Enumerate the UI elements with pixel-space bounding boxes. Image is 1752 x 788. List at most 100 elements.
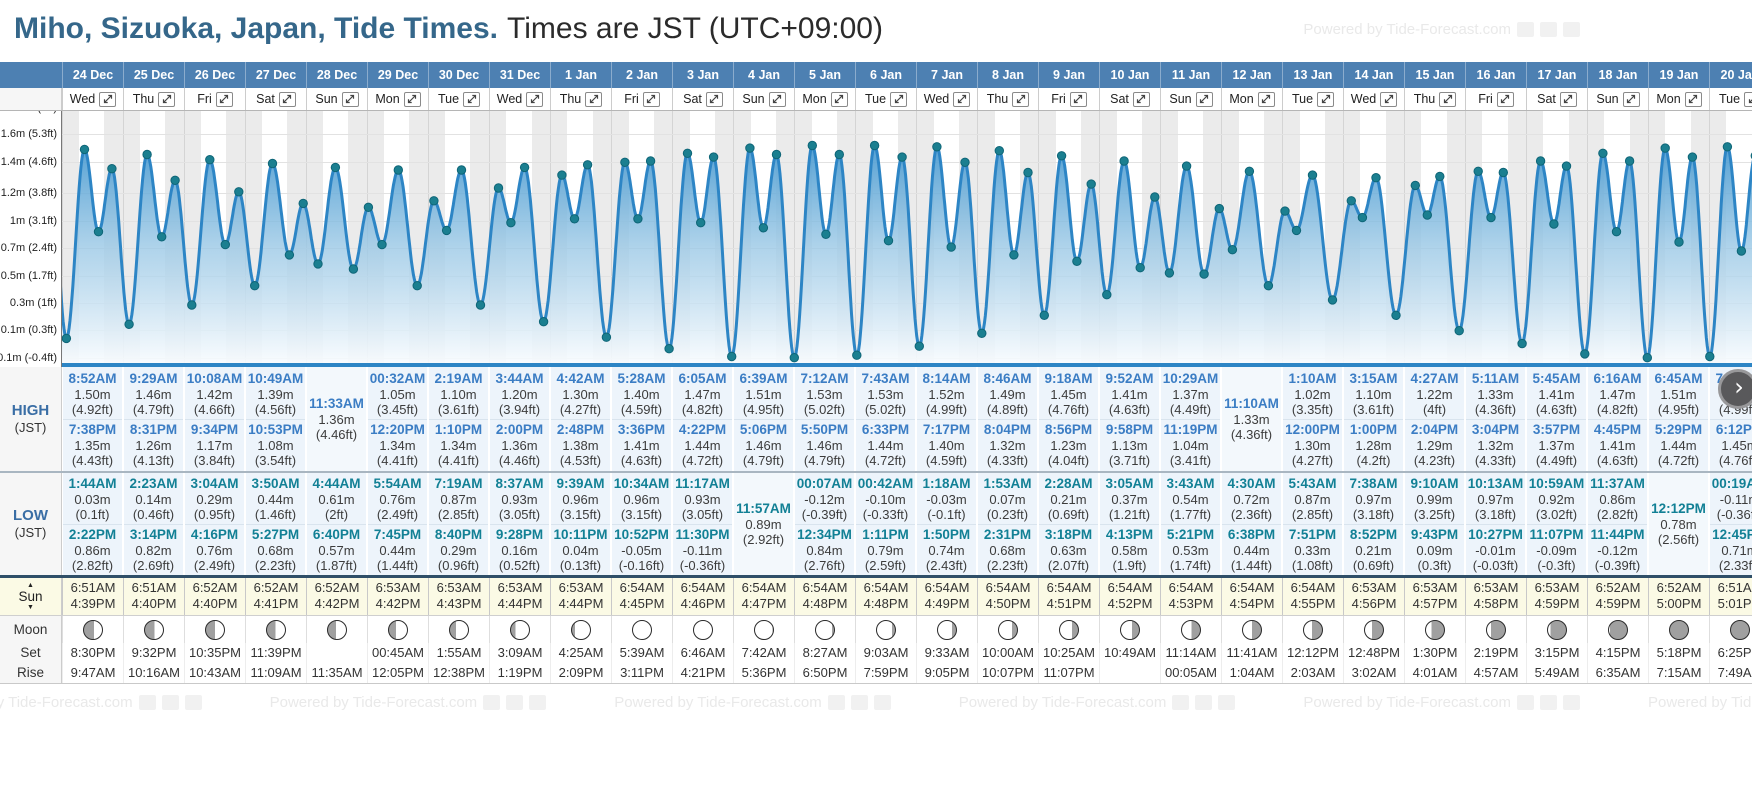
tide-extreme-dot (1561, 161, 1572, 171)
expand-icon (1321, 94, 1330, 104)
tide-height-ft: (4.33ft) (986, 452, 1029, 468)
moonset-time: 10:25AM (1038, 643, 1099, 662)
expand-day-button[interactable] (158, 91, 176, 107)
day-boundary (916, 111, 917, 367)
tide-height-m: -0.05m (621, 542, 662, 558)
tide-height-ft: (-0.39ft) (1594, 557, 1641, 573)
expand-day-button[interactable] (1317, 91, 1335, 107)
tide-extreme-dot (789, 353, 799, 363)
expand-day-button[interactable] (215, 91, 233, 107)
expand-day-button[interactable] (1069, 91, 1087, 107)
tide-height-m: -0.09m (1536, 542, 1577, 558)
tide-height-ft: (-0.3ft) (1537, 557, 1576, 573)
tide-extreme-dot (1086, 179, 1096, 189)
expand-day-button[interactable] (341, 91, 359, 107)
low-tide-time: 11:37AM (1590, 475, 1645, 491)
tide-height-m: 0.44m (257, 491, 294, 507)
next-days-button[interactable]: › (1718, 369, 1752, 409)
expand-day-button[interactable] (403, 91, 421, 107)
expand-day-button[interactable] (585, 91, 603, 107)
expand-day-button[interactable] (1257, 91, 1275, 107)
low-tide-time: 6:40PM (312, 526, 361, 542)
expand-day-button[interactable] (1132, 91, 1150, 107)
expand-day-button[interactable] (830, 91, 848, 107)
tide-extreme-dot (682, 148, 693, 158)
expand-day-button[interactable] (1195, 91, 1213, 107)
expand-icon (162, 94, 171, 104)
low-tide-entry: 7:19AM 0.87m (2.85ft) (429, 476, 488, 522)
tide-height-ft: (1.74ft) (1169, 557, 1212, 573)
expand-day-button[interactable] (953, 91, 971, 107)
high-tide-time: 6:45AM (1654, 370, 1703, 386)
low-tide-time: 3:05AM (1105, 475, 1154, 491)
low-tide-cell: 1:44AM 0.03m (0.1ft) 2:22PM 0.86m (2.82ft) (63, 473, 122, 575)
sunrise-time: 6:54AM (1107, 580, 1153, 595)
day-cell: Fri (1038, 88, 1099, 110)
day-name: Tue (437, 92, 460, 106)
low-tide-entry: 3:14PM 0.82m (2.69ft) (124, 523, 183, 573)
expand-day-button[interactable] (642, 91, 660, 107)
high-tide-entry: 11:19PM 1.04m (3.41ft) (1161, 418, 1220, 468)
low-tide-entry: 5:21PM 0.53m (1.74ft) (1161, 523, 1220, 573)
expand-day-button[interactable] (705, 91, 723, 107)
tide-height-m: 0.33m (1294, 542, 1331, 558)
watermark-text: Powered by Tide-Forecast.com (614, 694, 822, 711)
expand-day-button[interactable] (1622, 91, 1640, 107)
high-tide-time: 6:39AM (739, 370, 788, 386)
date-header: 2 Jan (611, 62, 672, 88)
moonrise-time: 2:03AM (1282, 662, 1343, 683)
tide-height-m: 1.41m (623, 437, 660, 453)
expand-day-button[interactable] (890, 91, 908, 107)
low-tide-cell: 5:54AM 0.76m (2.49ft) 7:45PM 0.44m (1.44ft) (368, 473, 427, 575)
expand-day-button[interactable] (1380, 91, 1398, 107)
watermark: Powered by Tide-Forecast.com (0, 694, 202, 711)
expand-day-button[interactable] (1012, 91, 1030, 107)
tide-extreme-dot (914, 341, 924, 351)
expand-day-button[interactable] (1496, 91, 1514, 107)
expand-day-button[interactable] (278, 91, 296, 107)
tide-height-m: 0.89m (745, 517, 782, 532)
sun-times-cell: 6:54AM 4:54PM (1221, 578, 1282, 615)
expand-day-button[interactable] (526, 91, 544, 107)
expand-day-button[interactable] (1744, 91, 1752, 107)
high-tide-cell: 6:05AM 1.47m (4.82ft) 4:22PM 1.44m (4.72ft) (673, 367, 732, 471)
tide-height-ft: (4.36ft) (1230, 427, 1273, 442)
watermark: Powered by Tide-Forecast.com (270, 694, 547, 711)
sunset-time: 4:53PM (1168, 596, 1214, 611)
low-tide-entry: 11:44PM -0.12m (-0.39ft) (1588, 523, 1647, 573)
high-tide-time: 8:04PM (983, 421, 1032, 437)
tide-height-ft: (4.43ft) (71, 452, 114, 468)
expand-day-button[interactable] (1439, 91, 1457, 107)
high-tide-entry: 4:42AM 1.30m (4.27ft) (551, 371, 610, 417)
sunset-time: 4:48PM (863, 596, 909, 611)
tide-height-m: 0.87m (1294, 491, 1331, 507)
day-cell: Sun (1587, 88, 1648, 110)
sunset-time: 4:58PM (1473, 596, 1519, 611)
tide-height-ft: (-0.16ft) (618, 557, 665, 573)
high-tide-entry: 10:53PM 1.08m (3.54ft) (246, 418, 305, 468)
chart-baseline (62, 363, 1752, 367)
tide-height-m: 1.46m (135, 386, 172, 402)
tide-extreme-dot (645, 156, 656, 166)
expand-icon (1443, 94, 1452, 104)
day-name: Sat (1537, 92, 1556, 106)
tide-height-m: 0.74m (928, 542, 965, 558)
high-tide-cell: 9:29AM 1.46m (4.79ft) 8:31PM 1.26m (4.13ft) (124, 367, 183, 471)
sunrise-time: 6:51AM (1717, 580, 1752, 595)
expand-day-button[interactable] (463, 91, 481, 107)
expand-icon (220, 94, 229, 104)
high-tide-entry: 1:10PM 1.34m (4.41ft) (429, 418, 488, 468)
expand-icon (647, 94, 656, 104)
tide-extreme-dot (506, 218, 516, 228)
tide-height-ft: (1.08ft) (1291, 557, 1334, 573)
day-name: Sat (256, 92, 275, 106)
tide-extreme-dot (771, 149, 782, 160)
sunset-time: 4:54PM (1229, 596, 1275, 611)
expand-day-button[interactable] (768, 91, 786, 107)
y-axis-tick: 1.6m (5.3ft) (0, 128, 57, 140)
expand-day-button[interactable] (99, 91, 117, 107)
expand-day-button[interactable] (1684, 91, 1702, 107)
moonrise-time (1099, 662, 1160, 683)
expand-day-button[interactable] (1559, 91, 1577, 107)
high-tide-entry: 7:17PM 1.40m (4.59ft) (917, 418, 976, 468)
